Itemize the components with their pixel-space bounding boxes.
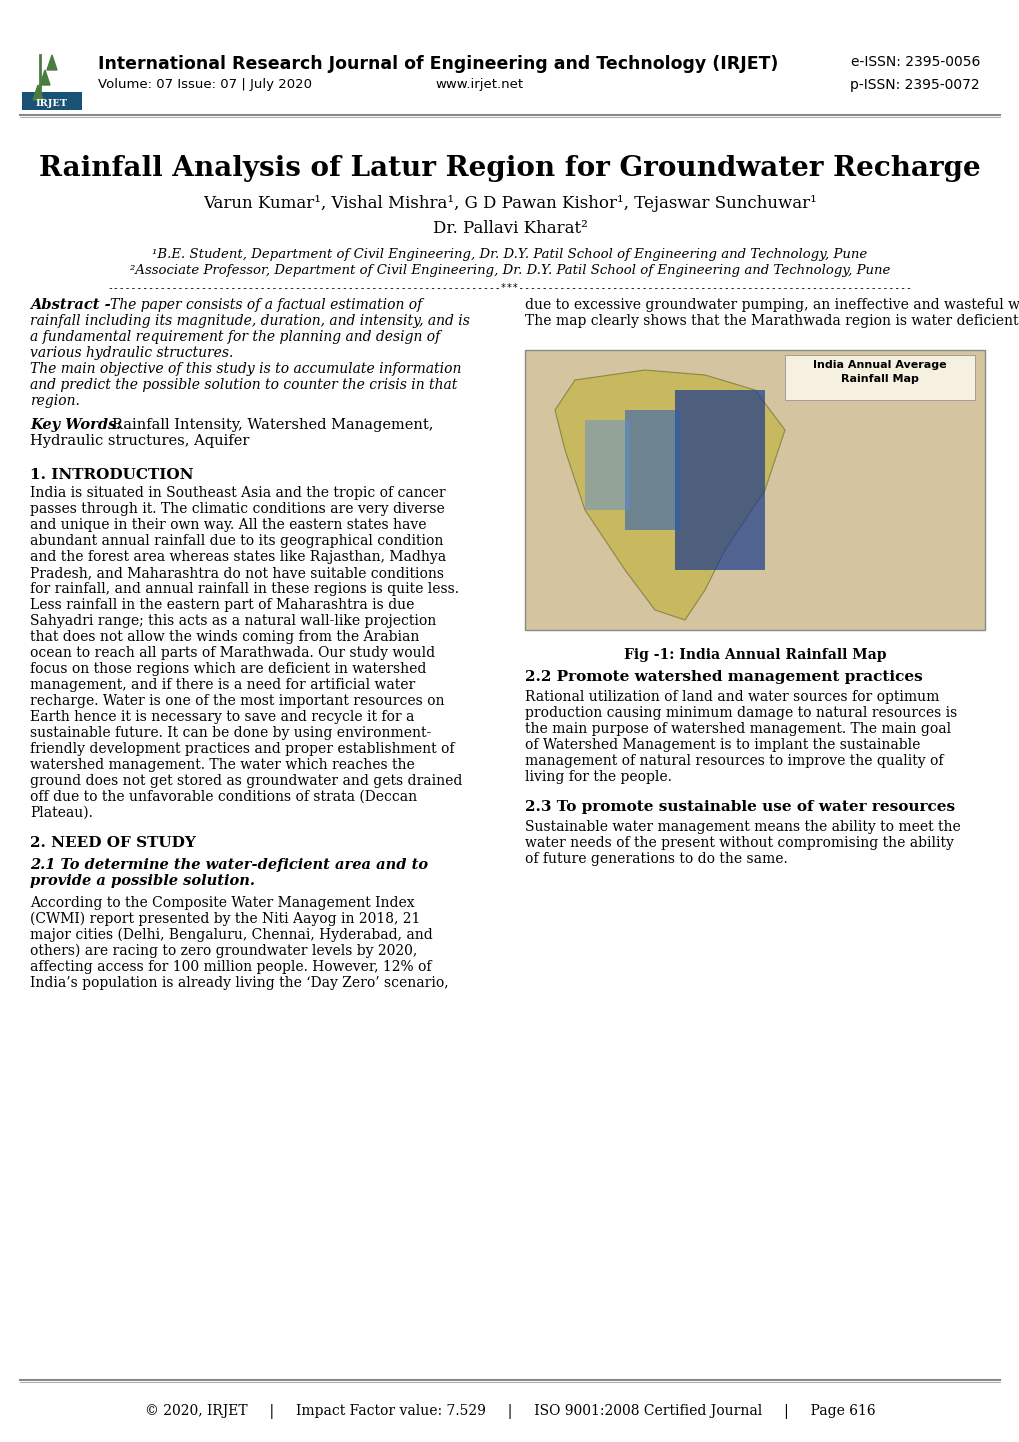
Text: ground does not get stored as groundwater and gets drained: ground does not get stored as groundwate… <box>30 774 462 787</box>
Text: living for the people.: living for the people. <box>525 770 672 784</box>
Text: The main objective of this study is to accumulate information: The main objective of this study is to a… <box>30 362 461 376</box>
Text: ¹B.E. Student, Department of Civil Engineering, Dr. D.Y. Patil School of Enginee: ¹B.E. Student, Department of Civil Engin… <box>152 248 867 261</box>
Text: and unique in their own way. All the eastern states have: and unique in their own way. All the eas… <box>30 518 426 532</box>
Text: passes through it. The climatic conditions are very diverse: passes through it. The climatic conditio… <box>30 502 444 516</box>
Polygon shape <box>554 371 785 620</box>
Bar <box>525 350 984 630</box>
Text: 2. NEED OF STUDY: 2. NEED OF STUDY <box>30 836 196 849</box>
Text: provide a possible solution.: provide a possible solution. <box>30 874 255 888</box>
Text: India Annual Average: India Annual Average <box>812 360 946 371</box>
Text: affecting access for 100 million people. However, 12% of: affecting access for 100 million people.… <box>30 960 431 973</box>
Text: for rainfall, and annual rainfall in these regions is quite less.: for rainfall, and annual rainfall in the… <box>30 583 459 596</box>
Text: the main purpose of watershed management. The main goal: the main purpose of watershed management… <box>525 722 950 735</box>
Text: ²Associate Professor, Department of Civil Engineering, Dr. D.Y. Patil School of : ²Associate Professor, Department of Civi… <box>129 264 890 277</box>
Text: 2.3 To promote sustainable use of water resources: 2.3 To promote sustainable use of water … <box>525 800 954 813</box>
Text: © 2020, IRJET     |     Impact Factor value: 7.529     |     ISO 9001:2008 Certi: © 2020, IRJET | Impact Factor value: 7.5… <box>145 1405 874 1419</box>
Polygon shape <box>47 55 57 71</box>
Text: Rainfall Analysis of Latur Region for Groundwater Recharge: Rainfall Analysis of Latur Region for Gr… <box>39 154 980 182</box>
Text: of Watershed Management is to implant the sustainable: of Watershed Management is to implant th… <box>525 738 919 751</box>
Text: Abstract -: Abstract - <box>30 298 111 311</box>
Text: a fundamental requirement for the planning and design of: a fundamental requirement for the planni… <box>30 330 440 345</box>
Text: sustainable future. It can be done by using environment-: sustainable future. It can be done by us… <box>30 725 431 740</box>
Text: Volume: 07 Issue: 07 | July 2020: Volume: 07 Issue: 07 | July 2020 <box>98 78 312 91</box>
Text: focus on those regions which are deficient in watershed: focus on those regions which are deficie… <box>30 662 426 676</box>
Bar <box>785 355 974 399</box>
Text: Sahyadri range; this acts as a natural wall-like projection: Sahyadri range; this acts as a natural w… <box>30 614 436 629</box>
Text: 1. INTRODUCTION: 1. INTRODUCTION <box>30 469 194 482</box>
Text: India is situated in Southeast Asia and the tropic of cancer: India is situated in Southeast Asia and … <box>30 486 445 500</box>
Text: Varun Kumar¹, Vishal Mishra¹, G D Pawan Kishor¹, Tejaswar Sunchuwar¹: Varun Kumar¹, Vishal Mishra¹, G D Pawan … <box>203 195 816 212</box>
Bar <box>625 410 680 531</box>
Bar <box>585 420 630 510</box>
Text: According to the Composite Water Management Index: According to the Composite Water Managem… <box>30 895 414 910</box>
Text: Less rainfall in the eastern part of Maharashtra is due: Less rainfall in the eastern part of Mah… <box>30 598 414 611</box>
Text: and the forest area whereas states like Rajasthan, Madhya: and the forest area whereas states like … <box>30 549 445 564</box>
Text: Pradesh, and Maharashtra do not have suitable conditions: Pradesh, and Maharashtra do not have sui… <box>30 567 443 580</box>
Text: abundant annual rainfall due to its geographical condition: abundant annual rainfall due to its geog… <box>30 534 443 548</box>
Text: International Research Journal of Engineering and Technology (IRJET): International Research Journal of Engine… <box>98 55 777 74</box>
Text: water needs of the present without compromising the ability: water needs of the present without compr… <box>525 836 953 849</box>
Text: region.: region. <box>30 394 79 408</box>
Text: (CWMI) report presented by the Niti Aayog in 2018, 21: (CWMI) report presented by the Niti Aayo… <box>30 911 420 926</box>
Text: Hydraulic structures, Aquifer: Hydraulic structures, Aquifer <box>30 434 249 448</box>
Text: The map clearly shows that the Marathwada region is water deficient, and our pri: The map clearly shows that the Marathwad… <box>525 314 1019 327</box>
Text: and predict the possible solution to counter the crisis in that: and predict the possible solution to cou… <box>30 378 457 392</box>
Text: Dr. Pallavi Kharat²: Dr. Pallavi Kharat² <box>432 221 587 236</box>
Text: that does not allow the winds coming from the Arabian: that does not allow the winds coming fro… <box>30 630 419 645</box>
Text: IRJET: IRJET <box>36 98 68 108</box>
Text: major cities (Delhi, Bengaluru, Chennai, Hyderabad, and: major cities (Delhi, Bengaluru, Chennai,… <box>30 929 432 943</box>
Text: production causing minimum damage to natural resources is: production causing minimum damage to nat… <box>525 707 956 720</box>
Text: management, and if there is a need for artificial water: management, and if there is a need for a… <box>30 678 415 692</box>
Text: Rainfall Intensity, Watershed Management,: Rainfall Intensity, Watershed Management… <box>112 418 433 433</box>
Polygon shape <box>40 71 50 85</box>
FancyBboxPatch shape <box>22 92 82 110</box>
Text: recharge. Water is one of the most important resources on: recharge. Water is one of the most impor… <box>30 694 444 708</box>
Text: management of natural resources to improve the quality of: management of natural resources to impro… <box>525 754 943 769</box>
Text: ocean to reach all parts of Marathwada. Our study would: ocean to reach all parts of Marathwada. … <box>30 646 435 660</box>
Text: Key Words:: Key Words: <box>30 418 121 433</box>
Polygon shape <box>33 85 43 99</box>
Text: friendly development practices and proper establishment of: friendly development practices and prope… <box>30 743 454 756</box>
Text: off due to the unfavorable conditions of strata (Deccan: off due to the unfavorable conditions of… <box>30 790 417 805</box>
Text: p-ISSN: 2395-0072: p-ISSN: 2395-0072 <box>850 78 979 92</box>
Text: Rational utilization of land and water sources for optimum: Rational utilization of land and water s… <box>525 691 938 704</box>
Text: Plateau).: Plateau). <box>30 806 93 820</box>
Text: e-ISSN: 2395-0056: e-ISSN: 2395-0056 <box>850 55 979 69</box>
Text: others) are racing to zero groundwater levels by 2020,: others) are racing to zero groundwater l… <box>30 945 417 959</box>
Text: 2.1 To determine the water-deficient area and to: 2.1 To determine the water-deficient are… <box>30 858 428 872</box>
Text: India’s population is already living the ‘Day Zero’ scenario,: India’s population is already living the… <box>30 976 448 991</box>
Text: of future generations to do the same.: of future generations to do the same. <box>525 852 787 867</box>
Text: various hydraulic structures.: various hydraulic structures. <box>30 346 233 360</box>
Text: The paper consists of a factual estimation of: The paper consists of a factual estimati… <box>110 298 422 311</box>
Bar <box>675 389 764 570</box>
Text: due to excessive groundwater pumping, an ineffective and wasteful water manageme: due to excessive groundwater pumping, an… <box>525 298 1019 311</box>
Text: Earth hence it is necessary to save and recycle it for a: Earth hence it is necessary to save and … <box>30 709 414 724</box>
Text: Rainfall Map: Rainfall Map <box>841 373 918 384</box>
Text: Fig -1: India Annual Rainfall Map: Fig -1: India Annual Rainfall Map <box>624 647 886 662</box>
Text: www.irjet.net: www.irjet.net <box>435 78 524 91</box>
Text: -------------------------------------------------------------------***----------: ----------------------------------------… <box>107 283 912 291</box>
Text: Sustainable water management means the ability to meet the: Sustainable water management means the a… <box>525 820 960 833</box>
Text: watershed management. The water which reaches the: watershed management. The water which re… <box>30 758 415 771</box>
Text: 2.2 Promote watershed management practices: 2.2 Promote watershed management practic… <box>525 671 922 684</box>
Text: rainfall including its magnitude, duration, and intensity, and is: rainfall including its magnitude, durati… <box>30 314 470 327</box>
